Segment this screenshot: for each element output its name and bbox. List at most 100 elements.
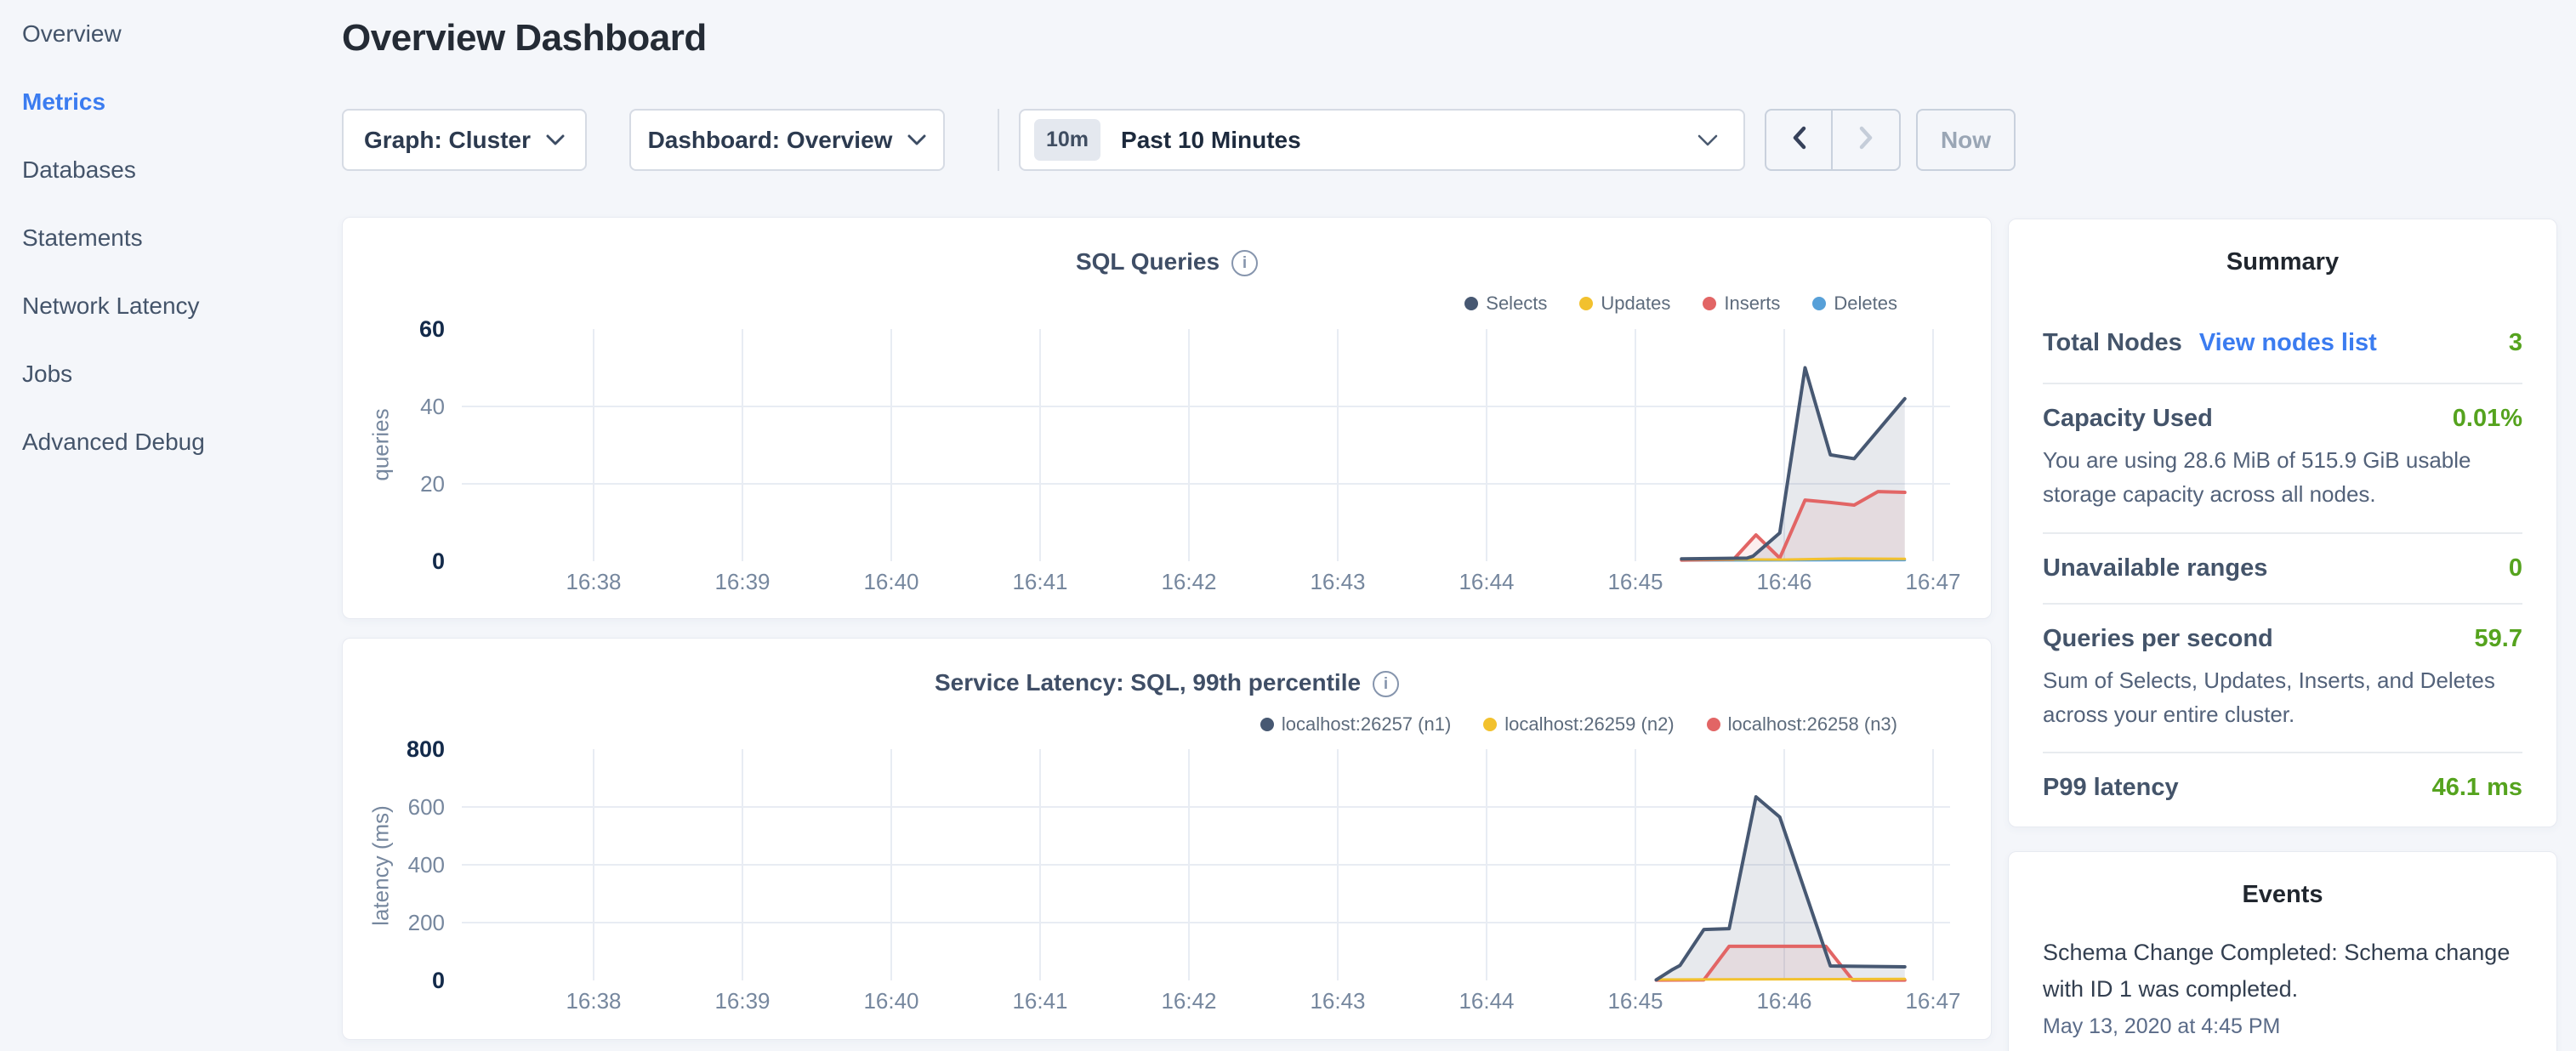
svg-text:16:44: 16:44 xyxy=(1459,988,1514,1014)
summary-panel: Summary Total Nodes View nodes list 3 Ca… xyxy=(2008,219,2557,827)
sidebar-item-network-latency[interactable]: Network Latency xyxy=(22,293,200,319)
main-content: Overview Dashboard Graph: Cluster Dashbo… xyxy=(342,0,2016,1051)
dashboard-dropdown[interactable]: Dashboard: Overview xyxy=(629,109,945,171)
summary-row-capacity-used: Capacity Used 0.01% You are using 28.6 M… xyxy=(2043,383,2522,532)
summary-value: 3 xyxy=(2508,329,2522,356)
svg-text:16:38: 16:38 xyxy=(566,988,621,1014)
svg-text:16:47: 16:47 xyxy=(1905,569,1960,594)
summary-title: Summary xyxy=(2226,248,2340,276)
controls-bar: Graph: Cluster Dashboard: Overview 10m P… xyxy=(342,109,2016,171)
summary-value: 46.1 ms xyxy=(2431,774,2522,802)
legend-item[interactable]: Updates xyxy=(1579,293,1670,315)
chart-title-row: Service Latency: SQL, 99th percentile i xyxy=(343,669,1991,698)
legend-label: Deletes xyxy=(1834,293,1897,314)
time-forward-button[interactable] xyxy=(1833,111,1899,169)
sidebar-item-jobs[interactable]: Jobs xyxy=(22,361,73,387)
chart-title-row: SQL Queries i xyxy=(343,248,1991,277)
legend-item[interactable]: localhost:26259 (n2) xyxy=(1483,713,1675,736)
time-range-label: Past 10 Minutes xyxy=(1121,126,1301,153)
legend-dot-icon xyxy=(1812,297,1827,310)
sql-queries-chart-card: SQL Queries i Selects Updates Inserts Delete… xyxy=(342,217,1992,619)
event-timestamp: May 13, 2020 at 4:45 PM xyxy=(2043,1014,2281,1039)
sidebar-item-advanced-debug[interactable]: Advanced Debug xyxy=(22,429,205,455)
chart-legend: Selects Updates Inserts Deletes xyxy=(1464,293,1897,315)
summary-row-p99-latency: P99 latency 46.1 ms xyxy=(2043,752,2522,822)
chart-title: Service Latency: SQL, 99th percentile xyxy=(934,669,1362,696)
summary-value: 0.01% xyxy=(2452,405,2522,432)
svg-text:16:46: 16:46 xyxy=(1756,988,1811,1014)
svg-text:20: 20 xyxy=(420,471,445,497)
svg-text:200: 200 xyxy=(408,910,445,935)
chart-legend: localhost:26257 (n1) localhost:26259 (n2)… xyxy=(1260,713,1897,736)
graph-source-label: Graph: Cluster xyxy=(363,126,532,153)
summary-label: Queries per second xyxy=(2043,624,2273,652)
view-nodes-list-link[interactable]: View nodes list xyxy=(2198,329,2377,356)
summary-value: 0 xyxy=(2508,554,2522,582)
chevron-down-icon xyxy=(546,134,565,145)
svg-text:600: 600 xyxy=(408,794,445,820)
graph-source-dropdown[interactable]: Graph: Cluster xyxy=(342,109,587,171)
chevron-right-icon xyxy=(1859,126,1874,154)
svg-text:16:38: 16:38 xyxy=(566,569,621,594)
events-panel: Events Schema Change Completed: Schema c… xyxy=(2008,851,2557,1051)
summary-label: P99 latency xyxy=(2043,774,2179,802)
time-back-button[interactable] xyxy=(1766,111,1833,169)
svg-text:16:43: 16:43 xyxy=(1310,988,1365,1014)
controls-divider xyxy=(998,109,999,171)
svg-text:800: 800 xyxy=(407,736,445,762)
summary-row-queries-per-second: Queries per second 59.7 Sum of Selects, … xyxy=(2043,602,2522,753)
legend-label: Updates xyxy=(1601,293,1671,314)
page-title: Overview Dashboard xyxy=(342,17,707,59)
info-icon[interactable]: i xyxy=(1231,250,1259,277)
svg-text:16:39: 16:39 xyxy=(714,569,770,594)
svg-text:16:40: 16:40 xyxy=(863,988,918,1014)
chevron-down-icon xyxy=(1697,134,1718,146)
sidebar-item-overview[interactable]: Overview xyxy=(22,20,122,47)
time-range-dropdown[interactable]: 10m Past 10 Minutes xyxy=(1019,109,1745,171)
svg-text:16:41: 16:41 xyxy=(1012,988,1067,1014)
legend-item[interactable]: localhost:26258 (n3) xyxy=(1706,713,1897,736)
svg-text:16:47: 16:47 xyxy=(1905,988,1960,1014)
summary-description: You are using 28.6 MiB of 515.9 GiB usab… xyxy=(2043,447,2471,508)
svg-text:16:41: 16:41 xyxy=(1012,569,1067,594)
summary-row-unavailable-ranges: Unavailable ranges 0 xyxy=(2043,531,2522,603)
legend-label: Inserts xyxy=(1724,293,1781,314)
svg-text:16:40: 16:40 xyxy=(863,569,918,594)
info-icon[interactable]: i xyxy=(1373,671,1400,698)
sidebar-item-metrics[interactable]: Metrics xyxy=(22,88,106,115)
svg-text:16:42: 16:42 xyxy=(1161,569,1216,594)
svg-text:16:39: 16:39 xyxy=(714,988,770,1014)
chart-title: SQL Queries xyxy=(1075,248,1220,275)
legend-item[interactable]: Deletes xyxy=(1812,293,1897,315)
legend-dot-icon xyxy=(1483,718,1498,731)
legend-dot-icon xyxy=(1703,297,1717,310)
legend-dot-icon xyxy=(1260,718,1274,731)
legend-label: Selects xyxy=(1486,293,1548,314)
summary-row-total-nodes: Total Nodes View nodes list 3 xyxy=(2043,329,2522,383)
dashboard-label: Dashboard: Overview xyxy=(647,126,893,153)
legend-label: localhost:26257 (n1) xyxy=(1281,713,1452,735)
legend-item[interactable]: Selects xyxy=(1464,293,1547,315)
legend-item[interactable]: localhost:26257 (n1) xyxy=(1260,713,1451,736)
legend-dot-icon xyxy=(1706,718,1720,731)
event-message[interactable]: Schema Change Completed: Schema change w… xyxy=(2043,940,2511,1003)
svg-text:16:43: 16:43 xyxy=(1310,569,1365,594)
legend-dot-icon xyxy=(1579,297,1594,310)
legend-item[interactable]: Inserts xyxy=(1703,293,1780,315)
svg-text:60: 60 xyxy=(419,316,445,342)
svg-text:400: 400 xyxy=(408,852,445,878)
svg-text:16:45: 16:45 xyxy=(1607,569,1663,594)
summary-description: Sum of Selects, Updates, Inserts, and De… xyxy=(2043,667,2495,727)
svg-text:16:46: 16:46 xyxy=(1756,569,1811,594)
sidebar-item-databases[interactable]: Databases xyxy=(22,156,136,183)
summary-label: Capacity Used xyxy=(2043,405,2213,432)
events-title: Events xyxy=(2242,881,2323,908)
sidebar-item-statements[interactable]: Statements xyxy=(22,224,143,251)
chevron-left-icon xyxy=(1792,126,1806,154)
summary-label: Unavailable ranges xyxy=(2043,554,2268,582)
svg-text:16:42: 16:42 xyxy=(1161,988,1216,1014)
service-latency-plot: 16:38 16:39 16:40 16:41 16:42 16:43 16:44 16:45… xyxy=(407,736,1961,1014)
svg-text:16:45: 16:45 xyxy=(1607,988,1663,1014)
now-button[interactable]: Now xyxy=(1916,109,2016,171)
legend-label: localhost:26259 (n2) xyxy=(1504,713,1675,735)
